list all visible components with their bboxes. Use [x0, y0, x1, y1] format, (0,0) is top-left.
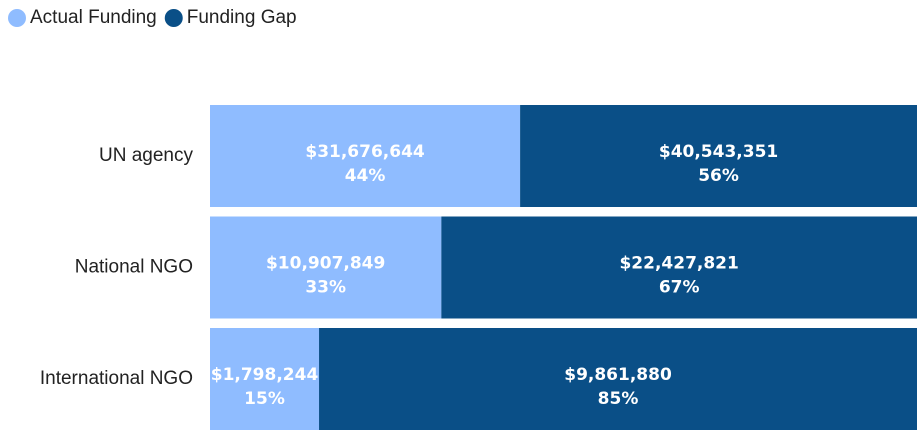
category-label: National NGO — [75, 257, 193, 278]
data-label: 67% — [659, 278, 700, 298]
legend-swatch — [164, 9, 183, 27]
data-label: 15% — [244, 389, 285, 409]
data-label: 44% — [345, 166, 386, 186]
legend-label: Funding Gap — [187, 7, 297, 28]
data-label: $40,543,351 — [659, 142, 778, 162]
category-label: International NGO — [40, 368, 193, 389]
data-label: 56% — [698, 166, 739, 186]
data-label: $1,798,244 — [211, 365, 319, 385]
data-label: 85% — [598, 389, 639, 409]
data-label: $22,427,821 — [619, 254, 738, 274]
data-label: 33% — [305, 278, 346, 298]
bar-segment — [210, 105, 521, 207]
bar-segment — [210, 328, 320, 430]
legend-swatch — [8, 9, 26, 27]
bar-segment — [441, 216, 917, 319]
data-label: $10,907,849 — [266, 254, 385, 274]
bar-segment — [319, 328, 917, 430]
data-label: $9,861,880 — [564, 365, 672, 385]
legend-label: Actual Funding — [30, 7, 157, 28]
category-label: UN agency — [99, 145, 193, 166]
bar-segment — [520, 105, 917, 207]
bar-segment — [210, 216, 442, 319]
data-label: $31,676,644 — [305, 142, 425, 162]
